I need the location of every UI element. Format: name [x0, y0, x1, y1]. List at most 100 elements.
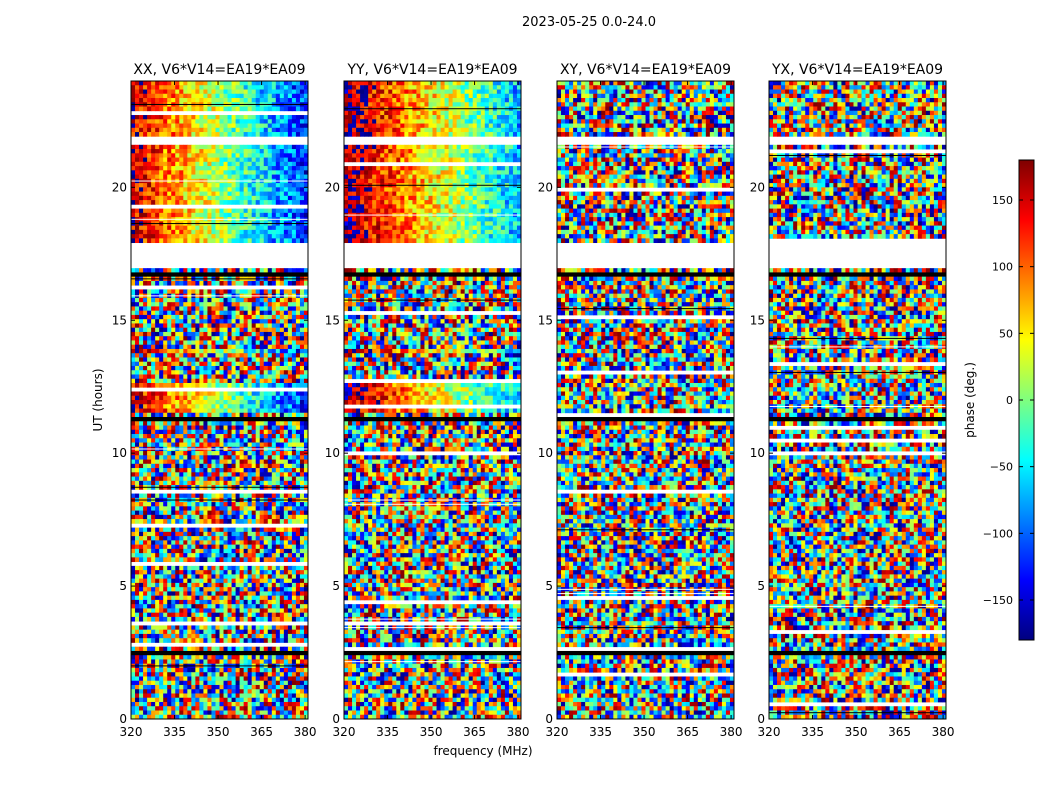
heatmap-cell [215, 566, 219, 571]
heatmap-cell [139, 349, 143, 354]
heatmap-cell [240, 468, 244, 473]
heatmap-cell [220, 115, 224, 120]
heatmap-cell [300, 608, 304, 613]
heatmap-cell [240, 328, 244, 333]
heatmap-cell [143, 124, 147, 129]
heatmap-cell [131, 226, 135, 231]
heatmap-cell [163, 570, 167, 575]
heatmap-cell [163, 413, 167, 418]
heatmap-cell [159, 149, 163, 154]
heatmap-cell [139, 553, 143, 558]
heatmap-cell [268, 413, 272, 418]
heatmap-cell [268, 370, 272, 375]
heatmap-cell [143, 502, 147, 507]
heatmap-cell [248, 268, 252, 273]
heatmap-cell [131, 230, 135, 235]
heatmap-cell [179, 315, 183, 320]
heatmap-cell [248, 124, 252, 129]
heatmap-cell [179, 370, 183, 375]
heatmap-cell [155, 323, 159, 328]
heatmap-cell [187, 464, 191, 469]
heatmap-cell [163, 158, 167, 163]
heatmap-cell [280, 409, 284, 414]
heatmap-cell [203, 566, 207, 571]
heatmap-cell [272, 574, 276, 579]
heatmap-cell [260, 591, 264, 596]
heatmap-cell [147, 230, 151, 235]
heatmap-cell [284, 464, 288, 469]
heatmap-cell [292, 502, 296, 507]
heatmap-cell [268, 319, 272, 324]
heatmap-cell [284, 604, 288, 609]
heatmap-cell [139, 336, 143, 341]
heatmap-cell [228, 124, 232, 129]
heatmap-cell [147, 391, 151, 396]
heatmap-cell [207, 502, 211, 507]
heatmap-cell [155, 502, 159, 507]
heatmap-cell [268, 545, 272, 550]
heatmap-cell [224, 502, 228, 507]
heatmap-cell [155, 617, 159, 622]
heatmap-cell [264, 234, 268, 239]
heatmap-cell [288, 187, 292, 192]
heatmap-cell [175, 90, 179, 95]
heatmap-cell [300, 306, 304, 311]
heatmap-cell [211, 200, 215, 205]
heatmap-cell [171, 613, 175, 618]
heatmap-cell [276, 175, 280, 180]
heatmap-cell [183, 149, 187, 154]
heatmap-cell [199, 268, 203, 273]
heatmap-cell [256, 366, 260, 371]
heatmap-cell [276, 183, 280, 188]
heatmap-cell [248, 115, 252, 120]
heatmap-cell [268, 634, 272, 639]
heatmap-cell [260, 391, 264, 396]
heatmap-cell [131, 426, 135, 431]
heatmap-cell [284, 608, 288, 613]
heatmap-cell [244, 353, 248, 358]
heatmap-cell [155, 119, 159, 124]
heatmap-cell [155, 613, 159, 618]
heatmap-cell [183, 340, 187, 345]
heatmap-cell [236, 158, 240, 163]
heatmap-cell [215, 281, 219, 286]
heatmap-cell [232, 366, 236, 371]
heatmap-cell [159, 574, 163, 579]
heatmap-cell [284, 153, 288, 158]
heatmap-cell [248, 477, 252, 482]
heatmap-cell [228, 311, 232, 316]
heatmap-cell [191, 579, 195, 584]
heatmap-cell [171, 107, 175, 112]
heatmap-cell [195, 502, 199, 507]
heatmap-cell [131, 374, 135, 379]
heatmap-cell [187, 323, 191, 328]
heatmap-cell [183, 540, 187, 545]
heatmap-cell [159, 587, 163, 592]
heatmap-cell [272, 613, 276, 618]
heatmap-cell [300, 336, 304, 341]
heatmap-cell [228, 175, 232, 180]
heatmap-cell [224, 370, 228, 375]
heatmap-cell [139, 353, 143, 358]
heatmap-cell [280, 430, 284, 435]
heatmap-cell [131, 336, 135, 341]
heatmap-cell [232, 336, 236, 341]
heatmap-cell [151, 238, 155, 243]
heatmap-cell [215, 209, 219, 214]
heatmap-cell [224, 94, 228, 99]
heatmap-cell [171, 85, 175, 90]
heatmap-cell [171, 158, 175, 163]
heatmap-cell [175, 434, 179, 439]
heatmap-cell [280, 502, 284, 507]
heatmap-cell [284, 528, 288, 533]
heatmap-cell [179, 506, 183, 511]
heatmap-cell [175, 426, 179, 431]
heatmap-cell [175, 315, 179, 320]
heatmap-cell [179, 319, 183, 324]
heatmap-cell [159, 545, 163, 550]
heatmap-cell [155, 557, 159, 562]
heatmap-cell [260, 209, 264, 214]
heatmap-cell [300, 413, 304, 418]
heatmap-cell [288, 574, 292, 579]
heatmap-cell [232, 591, 236, 596]
